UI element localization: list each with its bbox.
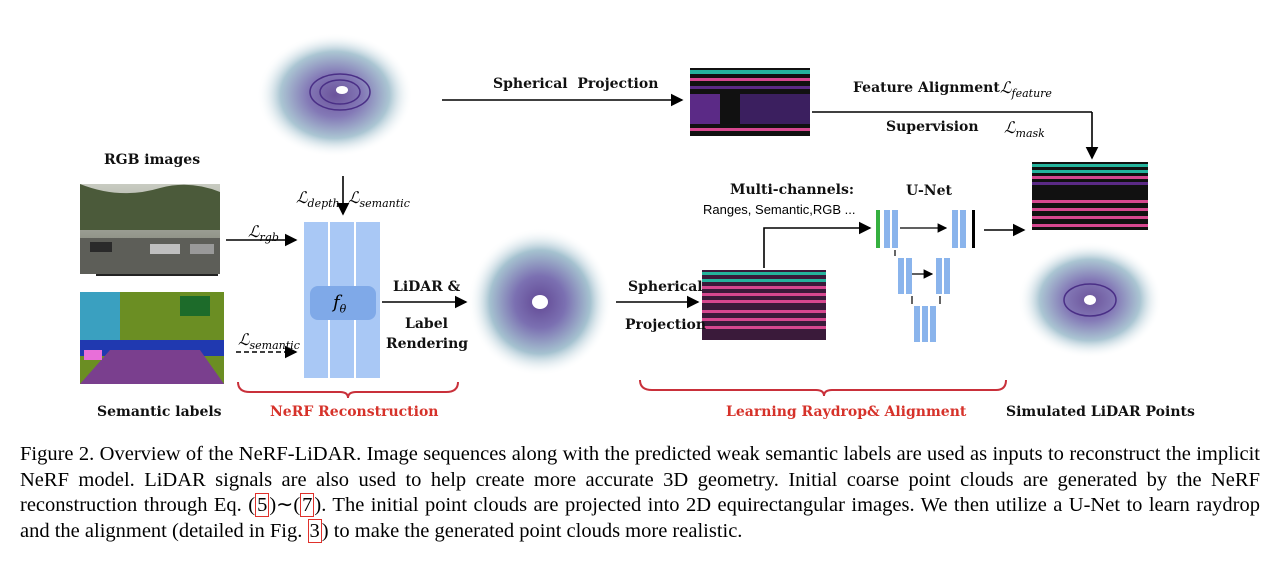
figure-caption: Figure 2. Overview of the NeRF-LiDAR. Im… — [20, 443, 1260, 543]
nerf-network-block — [304, 222, 380, 378]
simulated-point-cloud — [1018, 242, 1162, 358]
loss-depth: ℒdepth — [296, 188, 340, 211]
lidar-rendering-line1: LiDAR & — [393, 279, 461, 295]
equation-ref-7[interactable]: 7 — [300, 493, 315, 517]
f-theta-label: fθ — [333, 292, 347, 316]
lidar-rendering-line3: Rendering — [386, 336, 469, 352]
supervision-label: Supervision — [886, 119, 979, 135]
unet-block — [876, 210, 975, 342]
diagram-canvas — [80, 33, 1162, 399]
nerf-brace — [237, 381, 459, 399]
rgb-images-label: RGB images — [104, 152, 201, 168]
lidar-rendering-line2: Label — [405, 316, 448, 332]
simulated-lidar-label: Simulated LiDAR Points — [1006, 404, 1195, 420]
middle-point-cloud — [468, 228, 612, 376]
output-range-image — [1032, 162, 1148, 230]
semantic-labels-label: Semantic labels — [97, 404, 222, 420]
learning-raydrop-label: Learning Raydrop& Alignment — [726, 404, 967, 420]
spherical-label-line2: Projection — [625, 317, 707, 333]
loss-mask: ℒmask — [1004, 118, 1045, 141]
multi-channels-detail: Ranges, Semantic,RGB ... — [703, 202, 856, 217]
semantic-image-stack — [80, 292, 224, 384]
loss-semantic-top: ℒsemantic — [348, 188, 410, 211]
middle-range-image — [702, 270, 826, 340]
equation-ref-5[interactable]: 5 — [255, 493, 270, 517]
loss-feature: ℒfeature — [1000, 78, 1052, 101]
feature-alignment-label: Feature Alignment — [853, 80, 1000, 96]
spherical-label-line1: Spherical — [628, 279, 703, 295]
figure-ref-3[interactable]: 3 — [307, 518, 322, 543]
unet-label: U-Net — [906, 183, 952, 199]
spherical-projection-top-label: Spherical Projection — [493, 76, 659, 92]
top-range-image — [690, 68, 810, 136]
nerf-reconstruction-label: NeRF Reconstruction — [270, 404, 439, 420]
figure-diagram: RGB images Semantic labels NeRF Reconstr… — [80, 33, 1195, 420]
rgb-image-stack — [80, 184, 220, 276]
top-point-cloud — [257, 33, 413, 157]
loss-semantic-input: ℒsemantic — [238, 330, 300, 353]
loss-rgb: ℒrgb — [248, 222, 279, 245]
learning-brace — [639, 379, 1007, 397]
multi-channels-label: Multi-channels: — [730, 182, 854, 198]
